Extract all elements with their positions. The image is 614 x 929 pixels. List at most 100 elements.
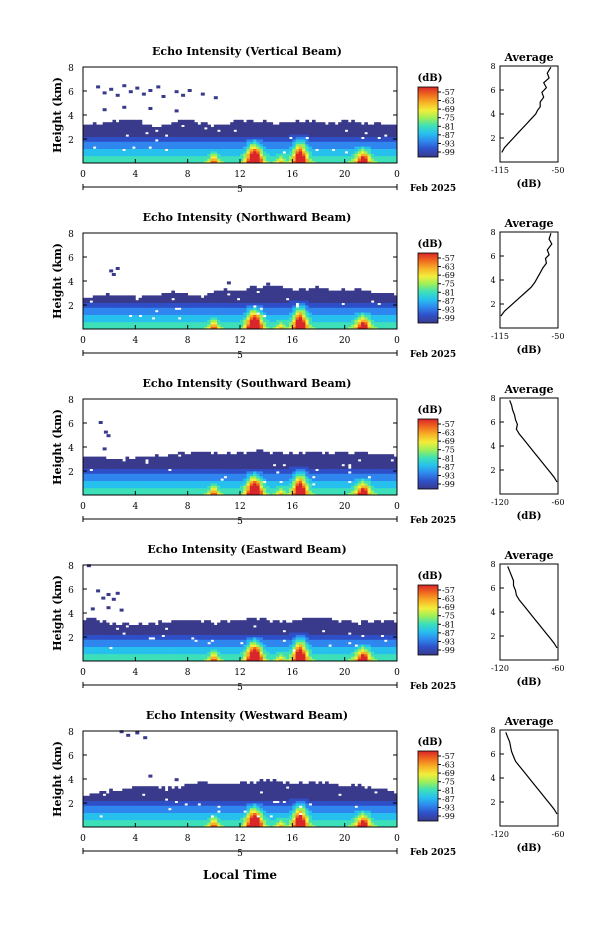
heatmap-cell bbox=[184, 160, 189, 164]
heatmap-cell bbox=[174, 129, 179, 133]
heatmap-cell bbox=[347, 141, 352, 145]
heatmap-cell bbox=[321, 471, 326, 474]
heatmap-cell bbox=[272, 456, 277, 460]
heatmap-cell bbox=[125, 471, 130, 474]
heatmap-cell bbox=[86, 632, 90, 635]
heatmap-cell bbox=[383, 307, 388, 311]
heatmap-cell bbox=[89, 492, 94, 496]
heatmap-cell bbox=[272, 324, 277, 327]
heatmap-cell bbox=[109, 124, 113, 128]
heatmap-cell bbox=[204, 295, 208, 299]
heatmap-cell bbox=[331, 295, 336, 299]
heatmap-cell bbox=[328, 139, 332, 142]
heatmap-cell bbox=[315, 295, 319, 299]
heatmap-cell bbox=[246, 490, 251, 493]
heatmap-cell bbox=[289, 478, 293, 481]
heatmap-cell bbox=[338, 473, 342, 477]
heatmap-cell bbox=[367, 124, 372, 128]
heatmap-cell bbox=[145, 480, 149, 484]
heatmap-cell bbox=[233, 326, 238, 330]
heatmap-cell bbox=[92, 629, 97, 633]
heatmap-cell bbox=[181, 321, 185, 325]
heatmap-cell bbox=[347, 312, 352, 315]
colorbar-unit: (dB) bbox=[418, 73, 443, 84]
heatmap-cell bbox=[112, 473, 117, 477]
heatmap-cell bbox=[118, 309, 123, 313]
heatmap-cell bbox=[158, 127, 162, 130]
heatmap-cell bbox=[105, 487, 110, 491]
heatmap-cell bbox=[259, 459, 264, 462]
heatmap-cell bbox=[325, 158, 329, 161]
heatmap-cell bbox=[171, 471, 175, 474]
heatmap-cell bbox=[243, 324, 247, 327]
heatmap-cell bbox=[338, 122, 342, 125]
heatmap-cell bbox=[275, 490, 280, 493]
heatmap-cell bbox=[141, 456, 146, 460]
heatmap-cell bbox=[387, 475, 391, 479]
heatmap-cell bbox=[177, 466, 182, 469]
heatmap-cell bbox=[151, 141, 156, 145]
heatmap-cell bbox=[351, 124, 355, 128]
heatmap-cell bbox=[197, 454, 202, 457]
heatmap-cell bbox=[393, 483, 398, 486]
heatmap-cell bbox=[190, 307, 195, 311]
heatmap-cell bbox=[118, 475, 123, 479]
heatmap-cell bbox=[338, 317, 342, 320]
heatmap-cell bbox=[364, 490, 368, 493]
heatmap-cell bbox=[380, 129, 385, 133]
heatmap-cell bbox=[141, 141, 146, 145]
heatmap-cell bbox=[364, 451, 368, 455]
heatmap-cell bbox=[200, 309, 205, 313]
heatmap-cell bbox=[341, 148, 346, 152]
heatmap-cell bbox=[217, 131, 221, 135]
heatmap-cell bbox=[380, 139, 385, 142]
heatmap-cell bbox=[112, 127, 117, 130]
heatmap-cell bbox=[370, 319, 375, 323]
heatmap-cell bbox=[154, 317, 159, 320]
heatmap-cell bbox=[210, 485, 215, 489]
heatmap-cell bbox=[269, 160, 274, 164]
heatmap-cell bbox=[190, 480, 195, 484]
heatmap-cell bbox=[226, 490, 231, 493]
heatmap-cell bbox=[226, 456, 231, 460]
heatmap-cell bbox=[102, 466, 107, 469]
heatmap-cell bbox=[331, 480, 336, 484]
heatmap-cell bbox=[164, 461, 169, 465]
heatmap-cell bbox=[102, 463, 107, 467]
heatmap-cell bbox=[325, 307, 329, 311]
heatmap-cell bbox=[96, 625, 100, 628]
heatmap-cell bbox=[89, 148, 94, 152]
heatmap-cell bbox=[141, 143, 146, 147]
heatmap-cell bbox=[86, 314, 90, 318]
heatmap-cell bbox=[256, 463, 261, 467]
heatmap-cell bbox=[308, 300, 313, 303]
heatmap-cell bbox=[262, 473, 267, 477]
heatmap-cell bbox=[289, 451, 293, 455]
heatmap-cell bbox=[393, 463, 398, 467]
heatmap-cell bbox=[112, 492, 117, 496]
heatmap-cell bbox=[383, 297, 388, 301]
heatmap-cell bbox=[387, 480, 391, 484]
heatmap-cell bbox=[269, 468, 274, 472]
heatmap-cell bbox=[295, 471, 300, 474]
heatmap-cell bbox=[213, 141, 218, 145]
heatmap-cell bbox=[132, 468, 136, 472]
heatmap-cell bbox=[112, 160, 117, 164]
heatmap-cell bbox=[298, 456, 303, 460]
heatmap-cell bbox=[226, 314, 231, 318]
heatmap-cell bbox=[122, 143, 126, 147]
heatmap-cell bbox=[256, 146, 261, 149]
heatmap-cell bbox=[357, 288, 362, 291]
heatmap-cell bbox=[226, 160, 231, 164]
heatmap-cell bbox=[334, 454, 339, 457]
heatmap-cell bbox=[181, 158, 185, 161]
heatmap-cell bbox=[102, 317, 107, 320]
heatmap-cell bbox=[128, 324, 133, 327]
heatmap-cell bbox=[370, 134, 375, 137]
heatmap-cell bbox=[380, 321, 385, 325]
heatmap-cell bbox=[223, 305, 228, 308]
heatmap-cell bbox=[328, 293, 332, 296]
heatmap-cell bbox=[223, 326, 228, 330]
heatmap-cell bbox=[138, 151, 143, 154]
heatmap-cell bbox=[347, 148, 352, 152]
